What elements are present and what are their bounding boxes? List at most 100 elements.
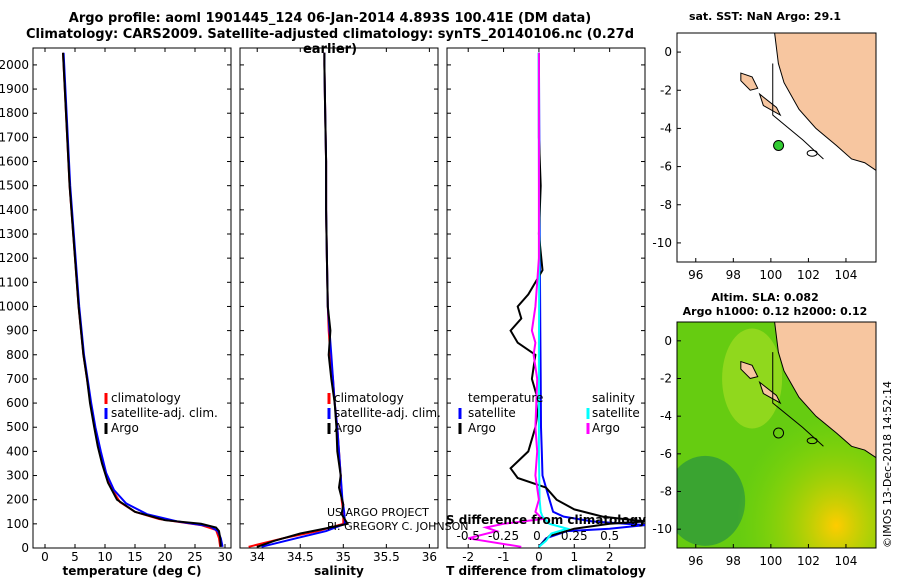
y-tick-label: 1000 <box>0 299 29 313</box>
x-tick-label: 34.5 <box>287 550 314 564</box>
y-tick-label: 900 <box>6 324 29 338</box>
salinity-panel: 34 34.5 35 35.5 36 salinity climatologysatelli… <box>239 47 441 578</box>
s-tick-label: -0.5 <box>457 529 480 543</box>
sumatra-land <box>774 33 876 172</box>
x-tick-label: 100 <box>759 554 782 568</box>
x-tick-label: 0 <box>41 550 49 564</box>
siberut-island <box>740 360 759 380</box>
x-tick-label: 96 <box>688 554 703 568</box>
plot-frame <box>446 47 646 549</box>
enggano-island <box>806 437 818 445</box>
y-tick-label: -10 <box>652 236 672 250</box>
series-line-satellite <box>537 52 646 548</box>
x-tick-label: 5 <box>71 550 79 564</box>
pagai-island <box>758 92 782 117</box>
x-tick-label: 98 <box>726 268 741 282</box>
x-tick-label: -2 <box>462 550 474 564</box>
legend-entry: climatology <box>111 391 181 405</box>
x-tick-label: 34 <box>250 550 265 564</box>
y-tick-label: 1900 <box>0 82 29 96</box>
y-tick-label: 200 <box>6 493 29 507</box>
plot-frame <box>32 47 232 549</box>
s-tick-label: 0 <box>533 529 541 543</box>
y-tick-label: -8 <box>660 198 672 212</box>
plot-frame <box>239 47 439 549</box>
pagai-island <box>758 380 782 405</box>
y-tick-label: -6 <box>660 160 672 174</box>
map1-title: sat. SST: NaN Argo: 29.1 <box>689 10 841 23</box>
x-tick-label: -1 <box>498 550 510 564</box>
y-tick-label: -10 <box>652 522 672 536</box>
y-tick-label: 1700 <box>0 130 29 144</box>
legend-entry: satellite-adj. clim. <box>334 406 441 420</box>
x-tick-label: 10 <box>97 550 112 564</box>
series-line-satellite-adj--clim- <box>62 52 224 548</box>
y-tick-label: 1100 <box>0 275 29 289</box>
legend-entry: Argo <box>592 421 620 435</box>
y-tick-label: 1400 <box>0 203 29 217</box>
y-tick-label: 0 <box>21 541 29 555</box>
y-tick-label: 0 <box>664 45 672 59</box>
map-frame <box>676 32 877 263</box>
x-tick-label: 102 <box>797 268 820 282</box>
x-tick-label: 98 <box>726 554 741 568</box>
x-tick-label: 35.5 <box>373 550 400 564</box>
series-line-satellite-adj--clim- <box>261 52 347 548</box>
y-tick-label: -4 <box>660 121 672 135</box>
y-tick-label: -2 <box>660 372 672 386</box>
map-area <box>677 322 876 548</box>
y-tick-label: 400 <box>6 444 29 458</box>
x-tick-label: 2 <box>606 550 614 564</box>
legend-title-temperature: temperature <box>468 391 543 405</box>
y-tick-label: 1500 <box>0 179 29 193</box>
x-tick-label: 20 <box>157 550 172 564</box>
x-tick-label: 1 <box>570 550 578 564</box>
temperature-panel: 0 5 10 15 20 25 300100200300400500600700800900… <box>0 47 233 578</box>
y-tick-label: 1800 <box>0 106 29 120</box>
y-tick-label: 500 <box>6 420 29 434</box>
sumatra-land <box>774 322 876 459</box>
s-tick-label: -0.25 <box>488 529 519 543</box>
y-tick-label: 2000 <box>0 58 29 72</box>
legend-title-salinity: salinity <box>592 391 635 405</box>
x-tick-label: 36 <box>422 550 437 564</box>
bathymetry-contour <box>772 352 824 447</box>
x-tick-label: 35 <box>336 550 351 564</box>
series-line-climatology <box>248 52 345 548</box>
s-tick-label: 0.25 <box>561 529 588 543</box>
map2-title-line2: Argo h1000: 0.12 h2000: 0.12 <box>683 305 868 318</box>
legend-entry: satellite <box>468 406 516 420</box>
x-axis-label: temperature (deg C) <box>63 564 202 578</box>
y-tick-label: 100 <box>6 517 29 531</box>
x-tick-label: 0 <box>535 550 543 564</box>
location-map: 96 98 100 102 104 0 -2 -4 -6 -8 -10 <box>652 32 877 282</box>
y-tick-label: 700 <box>6 372 29 386</box>
y-tick-label: 800 <box>6 348 29 362</box>
s-tick-label: 0.5 <box>600 529 619 543</box>
s-axis-label: S difference from climatology <box>446 513 646 527</box>
map2-title-line1: Altim. SLA: 0.082 <box>711 291 818 304</box>
x-tick-label: 104 <box>835 268 858 282</box>
y-tick-label: 1300 <box>0 227 29 241</box>
legend-entry: climatology <box>334 391 404 405</box>
argo-position-marker <box>773 139 785 151</box>
figure-title-line1: Argo profile: aoml 1901445_124 06-Jan-20… <box>68 11 592 26</box>
x-tick-label: 25 <box>187 550 202 564</box>
series-line-climatology <box>62 52 222 547</box>
x-tick-label: 96 <box>688 268 703 282</box>
credit-project: US ARGO PROJECT <box>327 506 429 519</box>
y-tick-label: 300 <box>6 469 29 483</box>
legend-entry: Argo <box>111 421 139 435</box>
x-tick-label: 100 <box>759 268 782 282</box>
figure-title-line2: Climatology: CARS2009. Satellite-adjuste… <box>25 27 635 57</box>
x-tick-label: 15 <box>127 550 142 564</box>
difference-panel: -2 -1 0 1 2T difference from climatology -0.5… <box>446 47 646 578</box>
y-tick-label: -4 <box>660 409 672 423</box>
y-tick-label: -8 <box>660 485 672 499</box>
imos-credit: ©IMOS 13-Dec-2018 14:52:14 <box>881 381 894 548</box>
x-axis-label: T difference from climatology <box>446 564 646 578</box>
argo-position-marker <box>773 427 785 439</box>
siberut-island <box>740 72 759 91</box>
x-tick-label: 104 <box>835 554 858 568</box>
